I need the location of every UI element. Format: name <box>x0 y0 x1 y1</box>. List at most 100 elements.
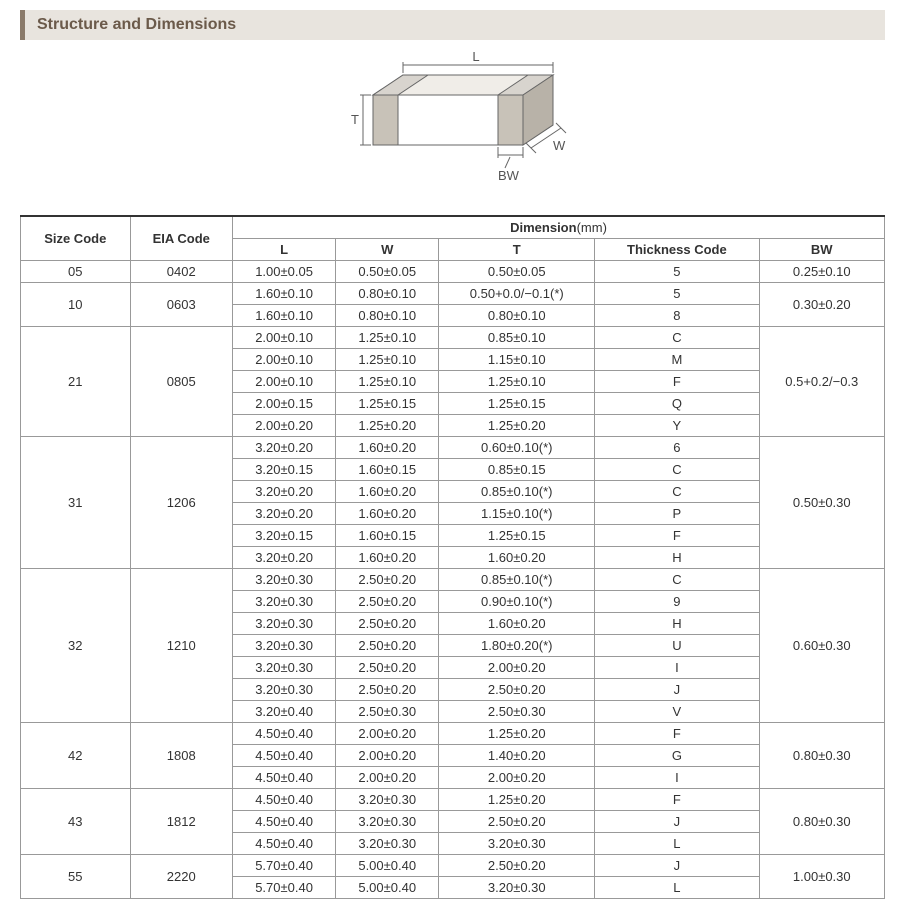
table-row: 0504021.00±0.050.50±0.050.50±0.0550.25±0… <box>21 261 885 283</box>
cell-L: 3.20±0.40 <box>233 701 336 723</box>
cell-tc: 9 <box>595 591 759 613</box>
cell-T: 3.20±0.30 <box>439 833 595 855</box>
cell-W: 1.60±0.20 <box>336 481 439 503</box>
cell-T: 1.60±0.20 <box>439 613 595 635</box>
cell-size-code: 32 <box>21 569 131 723</box>
cell-eia-code: 1808 <box>130 723 233 789</box>
col-BW: BW <box>759 239 884 261</box>
cell-L: 3.20±0.30 <box>233 569 336 591</box>
cell-bw: 1.00±0.30 <box>759 855 884 899</box>
cell-bw: 0.30±0.20 <box>759 283 884 327</box>
cell-T: 2.50±0.20 <box>439 811 595 833</box>
cell-tc: 5 <box>595 283 759 305</box>
cell-L: 3.20±0.30 <box>233 613 336 635</box>
cell-L: 3.20±0.20 <box>233 547 336 569</box>
cell-L: 2.00±0.10 <box>233 327 336 349</box>
cell-L: 4.50±0.40 <box>233 723 336 745</box>
cell-L: 1.60±0.10 <box>233 283 336 305</box>
col-eia-code: EIA Code <box>130 216 233 261</box>
table-row: 3212103.20±0.302.50±0.200.85±0.10(*)C0.6… <box>21 569 885 591</box>
cell-size-code: 42 <box>21 723 131 789</box>
cell-W: 5.00±0.40 <box>336 877 439 899</box>
cell-L: 4.50±0.40 <box>233 745 336 767</box>
cell-L: 3.20±0.15 <box>233 525 336 547</box>
cell-W: 1.60±0.20 <box>336 437 439 459</box>
cell-tc: F <box>595 789 759 811</box>
cell-W: 0.80±0.10 <box>336 305 439 327</box>
cell-L: 2.00±0.15 <box>233 393 336 415</box>
cell-size-code: 43 <box>21 789 131 855</box>
cell-W: 2.50±0.20 <box>336 569 439 591</box>
cell-W: 2.50±0.30 <box>336 701 439 723</box>
cell-eia-code: 1812 <box>130 789 233 855</box>
cell-eia-code: 0603 <box>130 283 233 327</box>
cell-eia-code: 2220 <box>130 855 233 899</box>
cell-L: 3.20±0.20 <box>233 503 336 525</box>
cell-L: 2.00±0.10 <box>233 349 336 371</box>
cell-tc: J <box>595 679 759 701</box>
label-T: T <box>351 112 359 127</box>
cell-W: 1.25±0.10 <box>336 371 439 393</box>
cell-eia-code: 1210 <box>130 569 233 723</box>
cell-W: 1.60±0.15 <box>336 459 439 481</box>
cell-L: 1.60±0.10 <box>233 305 336 327</box>
cell-tc: U <box>595 635 759 657</box>
cell-W: 1.60±0.20 <box>336 547 439 569</box>
cell-bw: 0.5+0.2/−0.3 <box>759 327 884 437</box>
cell-tc: H <box>595 613 759 635</box>
table-row: 4218084.50±0.402.00±0.201.25±0.20F0.80±0… <box>21 723 885 745</box>
cell-T: 1.60±0.20 <box>439 547 595 569</box>
cell-tc: 5 <box>595 261 759 283</box>
cell-size-code: 05 <box>21 261 131 283</box>
cell-W: 1.25±0.10 <box>336 349 439 371</box>
cell-W: 2.00±0.20 <box>336 745 439 767</box>
cell-bw: 0.25±0.10 <box>759 261 884 283</box>
table-row: 2108052.00±0.101.25±0.100.85±0.10C0.5+0.… <box>21 327 885 349</box>
cell-L: 2.00±0.20 <box>233 415 336 437</box>
cell-T: 1.15±0.10(*) <box>439 503 595 525</box>
cell-L: 5.70±0.40 <box>233 855 336 877</box>
cell-T: 0.50±0.05 <box>439 261 595 283</box>
cell-L: 4.50±0.40 <box>233 767 336 789</box>
cell-tc: Q <box>595 393 759 415</box>
cell-W: 2.50±0.20 <box>336 635 439 657</box>
cell-size-code: 55 <box>21 855 131 899</box>
cell-T: 0.85±0.10 <box>439 327 595 349</box>
cell-eia-code: 0402 <box>130 261 233 283</box>
cell-T: 1.80±0.20(*) <box>439 635 595 657</box>
label-W: W <box>553 138 566 153</box>
cell-tc: P <box>595 503 759 525</box>
component-diagram: L W T BW <box>313 50 593 200</box>
cell-W: 1.60±0.20 <box>336 503 439 525</box>
cell-T: 2.50±0.20 <box>439 679 595 701</box>
cell-tc: I <box>595 767 759 789</box>
cell-L: 2.00±0.10 <box>233 371 336 393</box>
cell-size-code: 21 <box>21 327 131 437</box>
cell-W: 3.20±0.30 <box>336 811 439 833</box>
cell-tc: J <box>595 811 759 833</box>
table-row: 5522205.70±0.405.00±0.402.50±0.20J1.00±0… <box>21 855 885 877</box>
cell-tc: G <box>595 745 759 767</box>
cell-bw: 0.50±0.30 <box>759 437 884 569</box>
table-row: 1006031.60±0.100.80±0.100.50+0.0/−0.1(*)… <box>21 283 885 305</box>
col-T: T <box>439 239 595 261</box>
cell-tc: H <box>595 547 759 569</box>
diagram-container: L W T BW <box>20 50 885 200</box>
cell-T: 1.40±0.20 <box>439 745 595 767</box>
cell-W: 2.50±0.20 <box>336 613 439 635</box>
cell-tc: F <box>595 723 759 745</box>
cell-T: 1.25±0.15 <box>439 525 595 547</box>
cell-tc: 6 <box>595 437 759 459</box>
cell-size-code: 31 <box>21 437 131 569</box>
cell-W: 2.50±0.20 <box>336 679 439 701</box>
table-row: 3112063.20±0.201.60±0.200.60±0.10(*)60.5… <box>21 437 885 459</box>
col-size-code: Size Code <box>21 216 131 261</box>
cell-tc: Y <box>595 415 759 437</box>
cell-W: 5.00±0.40 <box>336 855 439 877</box>
cell-bw: 0.80±0.30 <box>759 723 884 789</box>
cell-W: 3.20±0.30 <box>336 833 439 855</box>
cell-W: 0.80±0.10 <box>336 283 439 305</box>
cell-L: 1.00±0.05 <box>233 261 336 283</box>
cell-W: 2.00±0.20 <box>336 767 439 789</box>
cell-L: 3.20±0.15 <box>233 459 336 481</box>
